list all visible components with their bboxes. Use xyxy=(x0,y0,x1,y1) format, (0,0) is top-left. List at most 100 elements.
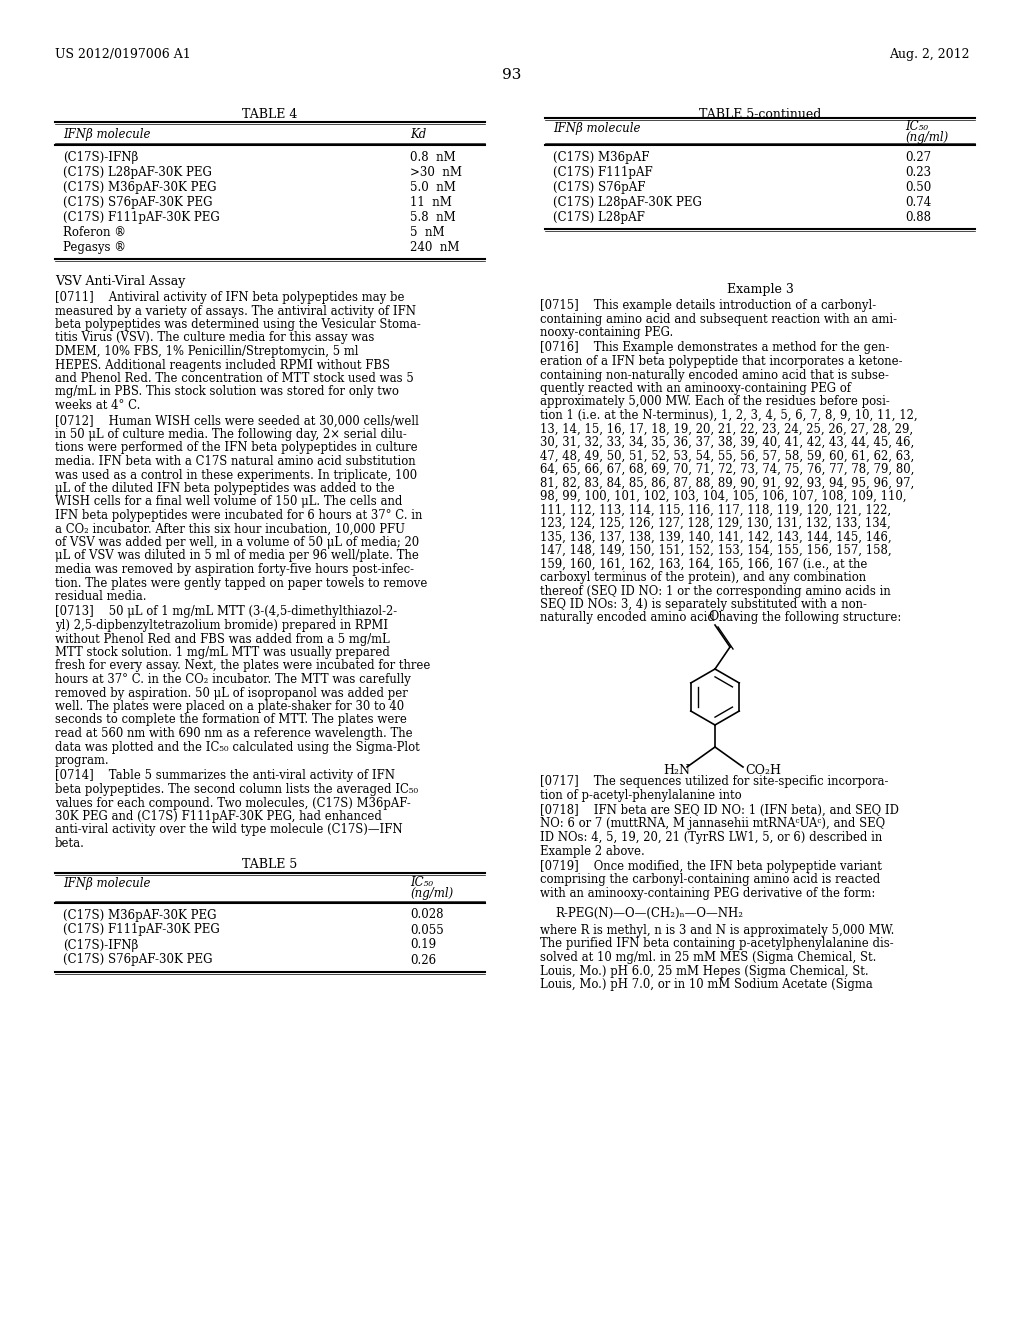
Text: [0712]    Human WISH cells were seeded at 30,000 cells/well: [0712] Human WISH cells were seeded at 3… xyxy=(55,414,419,428)
Text: [0714]    Table 5 summarizes the anti-viral activity of IFN: [0714] Table 5 summarizes the anti-viral… xyxy=(55,770,395,783)
Text: tions were performed of the IFN beta polypeptides in culture: tions were performed of the IFN beta pol… xyxy=(55,441,418,454)
Text: thereof (SEQ ID NO: 1 or the corresponding amino acids in: thereof (SEQ ID NO: 1 or the correspondi… xyxy=(540,585,891,598)
Text: of VSV was added per well, in a volume of 50 μL of media; 20: of VSV was added per well, in a volume o… xyxy=(55,536,419,549)
Text: removed by aspiration. 50 μL of isopropanol was added per: removed by aspiration. 50 μL of isopropa… xyxy=(55,686,408,700)
Text: measured by a variety of assays. The antiviral activity of IFN: measured by a variety of assays. The ant… xyxy=(55,305,416,318)
Text: where R is methyl, n is 3 and N is approximately 5,000 MW.: where R is methyl, n is 3 and N is appro… xyxy=(540,924,894,937)
Text: 0.50: 0.50 xyxy=(905,181,931,194)
Text: hours at 37° C. in the CO₂ incubator. The MTT was carefully: hours at 37° C. in the CO₂ incubator. Th… xyxy=(55,673,411,686)
Text: fresh for every assay. Next, the plates were incubated for three: fresh for every assay. Next, the plates … xyxy=(55,660,430,672)
Text: Roferon ®: Roferon ® xyxy=(63,226,126,239)
Text: solved at 10 mg/ml. in 25 mM MES (Sigma Chemical, St.: solved at 10 mg/ml. in 25 mM MES (Sigma … xyxy=(540,950,877,964)
Text: (C17S)-IFNβ: (C17S)-IFNβ xyxy=(63,939,138,952)
Text: comprising the carbonyl-containing amino acid is reacted: comprising the carbonyl-containing amino… xyxy=(540,874,881,887)
Text: naturally encoded amino acid having the following structure:: naturally encoded amino acid having the … xyxy=(540,611,901,624)
Text: (C17S) F111pAF-30K PEG: (C17S) F111pAF-30K PEG xyxy=(63,211,220,224)
Text: 0.74: 0.74 xyxy=(905,195,931,209)
Text: Louis, Mo.) pH 6.0, 25 mM Hepes (Sigma Chemical, St.: Louis, Mo.) pH 6.0, 25 mM Hepes (Sigma C… xyxy=(540,965,868,978)
Text: was used as a control in these experiments. In triplicate, 100: was used as a control in these experimen… xyxy=(55,469,417,482)
Text: 98, 99, 100, 101, 102, 103, 104, 105, 106, 107, 108, 109, 110,: 98, 99, 100, 101, 102, 103, 104, 105, 10… xyxy=(540,490,906,503)
Text: 0.8  nM: 0.8 nM xyxy=(410,150,456,164)
Text: tion. The plates were gently tapped on paper towels to remove: tion. The plates were gently tapped on p… xyxy=(55,577,427,590)
Text: 93: 93 xyxy=(503,69,521,82)
Text: residual media.: residual media. xyxy=(55,590,146,603)
Text: 0.88: 0.88 xyxy=(905,211,931,224)
Text: TABLE 5: TABLE 5 xyxy=(243,858,298,870)
Text: 0.028: 0.028 xyxy=(410,908,443,921)
Text: (C17S) F111pAF-30K PEG: (C17S) F111pAF-30K PEG xyxy=(63,924,220,936)
Text: and Phenol Red. The concentration of MTT stock used was 5: and Phenol Red. The concentration of MTT… xyxy=(55,372,414,385)
Text: quently reacted with an aminooxy-containing PEG of: quently reacted with an aminooxy-contain… xyxy=(540,381,851,395)
Text: program.: program. xyxy=(55,754,110,767)
Text: (C17S) L28pAF-30K PEG: (C17S) L28pAF-30K PEG xyxy=(63,166,212,180)
Text: 5  nM: 5 nM xyxy=(410,226,444,239)
Text: (C17S) F111pAF: (C17S) F111pAF xyxy=(553,166,652,180)
Text: H₂N: H₂N xyxy=(663,764,690,777)
Text: IFNβ molecule: IFNβ molecule xyxy=(63,878,151,891)
Text: O: O xyxy=(708,610,718,623)
Text: CO₂H: CO₂H xyxy=(745,764,781,777)
Text: DMEM, 10% FBS, 1% Penicillin/Streptomycin, 5 ml: DMEM, 10% FBS, 1% Penicillin/Streptomyci… xyxy=(55,345,358,358)
Text: anti-viral activity over the wild type molecule (C17S)—IFN: anti-viral activity over the wild type m… xyxy=(55,824,402,837)
Text: [0715]    This example details introduction of a carbonyl-: [0715] This example details introduction… xyxy=(540,300,877,312)
Text: 30, 31, 32, 33, 34, 35, 36, 37, 38, 39, 40, 41, 42, 43, 44, 45, 46,: 30, 31, 32, 33, 34, 35, 36, 37, 38, 39, … xyxy=(540,436,914,449)
Text: Pegasys ®: Pegasys ® xyxy=(63,242,126,253)
Text: [0713]    50 μL of 1 mg/mL MTT (3-(4,5-dimethylthiazol-2-: [0713] 50 μL of 1 mg/mL MTT (3-(4,5-dime… xyxy=(55,606,397,619)
Text: carboxyl terminus of the protein), and any combination: carboxyl terminus of the protein), and a… xyxy=(540,572,866,583)
Text: R-PEG(N)—O—(CH₂)ₙ—O—NH₂: R-PEG(N)—O—(CH₂)ₙ—O—NH₂ xyxy=(555,907,743,920)
Text: read at 560 nm with 690 nm as a reference wavelength. The: read at 560 nm with 690 nm as a referenc… xyxy=(55,727,413,741)
Text: eration of a IFN beta polypeptide that incorporates a ketone-: eration of a IFN beta polypeptide that i… xyxy=(540,355,902,368)
Text: [0717]    The sequences utilized for site-specific incorpora-: [0717] The sequences utilized for site-s… xyxy=(540,775,889,788)
Text: (C17S)-IFNβ: (C17S)-IFNβ xyxy=(63,150,138,164)
Text: tion 1 (i.e. at the N-terminus), 1, 2, 3, 4, 5, 6, 7, 8, 9, 10, 11, 12,: tion 1 (i.e. at the N-terminus), 1, 2, 3… xyxy=(540,409,918,422)
Text: WISH cells for a final well volume of 150 μL. The cells and: WISH cells for a final well volume of 15… xyxy=(55,495,402,508)
Text: (C17S) S76pAF-30K PEG: (C17S) S76pAF-30K PEG xyxy=(63,953,213,966)
Text: nooxy-containing PEG.: nooxy-containing PEG. xyxy=(540,326,673,339)
Text: yl) 2,5-dipbenzyltetrazolium bromide) prepared in RPMI: yl) 2,5-dipbenzyltetrazolium bromide) pr… xyxy=(55,619,388,632)
Text: SEQ ID NOs: 3, 4) is separately substituted with a non-: SEQ ID NOs: 3, 4) is separately substitu… xyxy=(540,598,867,611)
Text: [0716]    This Example demonstrates a method for the gen-: [0716] This Example demonstrates a metho… xyxy=(540,342,890,355)
Text: [0718]    IFN beta are SEQ ID NO: 1 (IFN beta), and SEQ ID: [0718] IFN beta are SEQ ID NO: 1 (IFN be… xyxy=(540,804,899,817)
Text: 64, 65, 66, 67, 68, 69, 70, 71, 72, 73, 74, 75, 76, 77, 78, 79, 80,: 64, 65, 66, 67, 68, 69, 70, 71, 72, 73, … xyxy=(540,463,914,477)
Text: 47, 48, 49, 50, 51, 52, 53, 54, 55, 56, 57, 58, 59, 60, 61, 62, 63,: 47, 48, 49, 50, 51, 52, 53, 54, 55, 56, … xyxy=(540,450,914,462)
Text: (C17S) L28pAF-30K PEG: (C17S) L28pAF-30K PEG xyxy=(553,195,701,209)
Text: (C17S) M36pAF-30K PEG: (C17S) M36pAF-30K PEG xyxy=(63,181,216,194)
Text: 0.23: 0.23 xyxy=(905,166,931,180)
Text: a CO₂ incubator. After this six hour incubation, 10,000 PFU: a CO₂ incubator. After this six hour inc… xyxy=(55,523,406,536)
Text: beta.: beta. xyxy=(55,837,85,850)
Text: IFNβ molecule: IFNβ molecule xyxy=(63,128,151,141)
Text: 135, 136, 137, 138, 139, 140, 141, 142, 143, 144, 145, 146,: 135, 136, 137, 138, 139, 140, 141, 142, … xyxy=(540,531,892,544)
Text: Kd: Kd xyxy=(410,128,426,141)
Text: beta polypeptides was determined using the Vesicular Stoma-: beta polypeptides was determined using t… xyxy=(55,318,421,331)
Text: (C17S) S76pAF: (C17S) S76pAF xyxy=(553,181,645,194)
Text: (ng/ml): (ng/ml) xyxy=(905,131,948,144)
Text: weeks at 4° C.: weeks at 4° C. xyxy=(55,399,140,412)
Text: seconds to complete the formation of MTT. The plates were: seconds to complete the formation of MTT… xyxy=(55,714,407,726)
Text: (C17S) M36pAF: (C17S) M36pAF xyxy=(553,150,649,164)
Text: 0.27: 0.27 xyxy=(905,150,931,164)
Text: 123, 124, 125, 126, 127, 128, 129, 130, 131, 132, 133, 134,: 123, 124, 125, 126, 127, 128, 129, 130, … xyxy=(540,517,891,531)
Text: (C17S) M36pAF-30K PEG: (C17S) M36pAF-30K PEG xyxy=(63,908,216,921)
Text: (C17S) L28pAF: (C17S) L28pAF xyxy=(553,211,645,224)
Text: 240  nM: 240 nM xyxy=(410,242,460,253)
Text: mg/mL in PBS. This stock solution was stored for only two: mg/mL in PBS. This stock solution was st… xyxy=(55,385,399,399)
Text: media. IFN beta with a C17S natural amino acid substitution: media. IFN beta with a C17S natural amin… xyxy=(55,455,416,469)
Text: μL of VSV was diluted in 5 ml of media per 96 well/plate. The: μL of VSV was diluted in 5 ml of media p… xyxy=(55,549,419,562)
Text: Example 3: Example 3 xyxy=(727,282,794,296)
Text: titis Virus (VSV). The culture media for this assay was: titis Virus (VSV). The culture media for… xyxy=(55,331,375,345)
Text: 5.8  nM: 5.8 nM xyxy=(410,211,456,224)
Text: 11  nM: 11 nM xyxy=(410,195,452,209)
Text: 0.19: 0.19 xyxy=(410,939,436,952)
Text: IFNβ molecule: IFNβ molecule xyxy=(553,121,640,135)
Text: well. The plates were placed on a plate-shaker for 30 to 40: well. The plates were placed on a plate-… xyxy=(55,700,404,713)
Text: The purified IFN beta containing p-acetylphenylalanine dis-: The purified IFN beta containing p-acety… xyxy=(540,937,894,950)
Text: tion of p-acetyl-phenylalanine into: tion of p-acetyl-phenylalanine into xyxy=(540,788,741,801)
Text: values for each compound. Two molecules, (C17S) M36pAF-: values for each compound. Two molecules,… xyxy=(55,796,411,809)
Text: 159, 160, 161, 162, 163, 164, 165, 166, 167 (i.e., at the: 159, 160, 161, 162, 163, 164, 165, 166, … xyxy=(540,557,867,570)
Text: >30  nM: >30 nM xyxy=(410,166,462,180)
Text: containing amino acid and subsequent reaction with an ami-: containing amino acid and subsequent rea… xyxy=(540,313,897,326)
Text: VSV Anti-Viral Assay: VSV Anti-Viral Assay xyxy=(55,275,185,288)
Text: without Phenol Red and FBS was added from a 5 mg/mL: without Phenol Red and FBS was added fro… xyxy=(55,632,390,645)
Text: data was plotted and the IC₅₀ calculated using the Sigma-Plot: data was plotted and the IC₅₀ calculated… xyxy=(55,741,420,754)
Text: (ng/ml): (ng/ml) xyxy=(410,887,454,900)
